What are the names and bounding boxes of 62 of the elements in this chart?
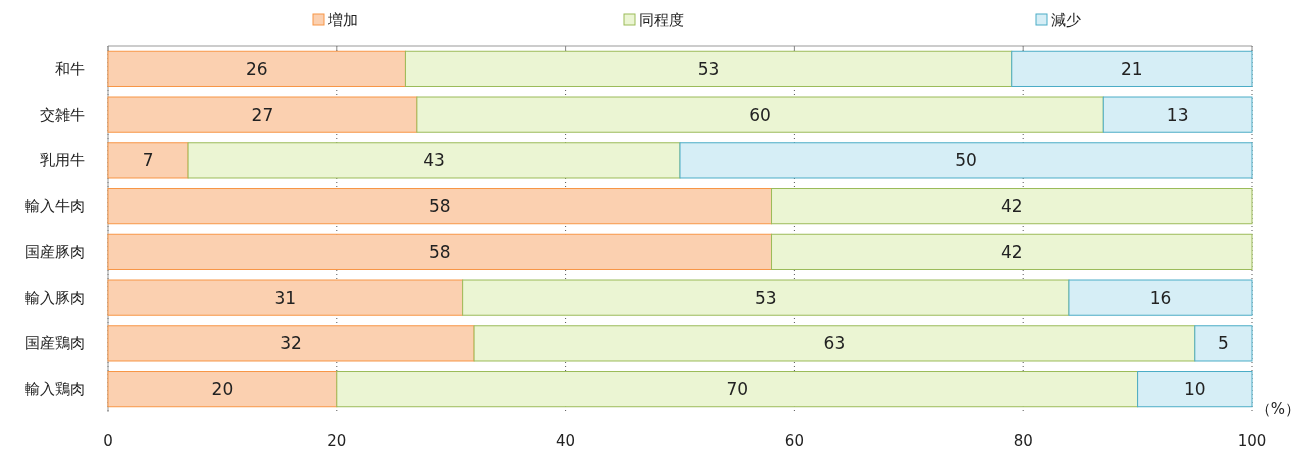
data-label: 20 [211, 379, 234, 400]
data-label: 58 [428, 196, 451, 217]
data-label: 21 [1121, 58, 1143, 79]
bar [336, 371, 1139, 408]
y-tick-label: 国産豚肉 [25, 242, 85, 261]
bar [771, 233, 1253, 270]
legend-label: 同程度 [639, 11, 684, 29]
bar [107, 279, 464, 316]
y-tick-label: 輸入豚肉 [25, 288, 85, 307]
bar [473, 325, 1196, 362]
data-label: 50 [955, 150, 977, 171]
y-tick-label: 輸入牛肉 [25, 197, 85, 216]
bar [416, 96, 1104, 133]
data-label: 58 [428, 241, 451, 262]
y-tick-label: 乳用牛 [40, 151, 85, 170]
data-label: 16 [1149, 287, 1172, 308]
data-label: 26 [245, 58, 268, 79]
bar [107, 233, 773, 270]
x-tick-label: 60 [784, 432, 804, 449]
bar [404, 50, 1013, 87]
bar [107, 371, 338, 408]
bar [771, 188, 1253, 225]
data-label: 60 [749, 104, 771, 125]
data-label: 13 [1166, 104, 1189, 125]
data-label: 27 [251, 104, 274, 125]
data-label: 42 [1000, 241, 1023, 262]
y-tick-label: 交雑牛 [40, 105, 85, 124]
x-tick-label: 0 [103, 432, 113, 449]
data-label: 31 [274, 287, 297, 308]
text: （%） [1255, 400, 1300, 418]
bar [462, 279, 1070, 316]
data-label: 53 [754, 287, 777, 308]
y-tick-label: 輸入鶏肉 [25, 380, 85, 399]
data-label: 42 [1000, 196, 1023, 217]
y-tick-label: 国産鶏肉 [25, 334, 85, 353]
data-label: 10 [1183, 379, 1206, 400]
x-tick-label: 100 [1237, 432, 1267, 449]
bar [1068, 279, 1253, 316]
data-label: 7 [142, 150, 154, 171]
bar [107, 142, 189, 179]
data-label: 63 [823, 333, 846, 354]
data-label: 32 [280, 333, 302, 354]
legend-label: 減少 [1051, 11, 1081, 29]
x-tick-label: 40 [556, 432, 576, 449]
bar [1194, 325, 1253, 362]
data-label: 70 [726, 379, 749, 400]
data-label: 43 [423, 150, 445, 171]
x-tick-label: 20 [327, 432, 347, 449]
bar [107, 325, 475, 362]
x-tick-label: 80 [1013, 432, 1033, 449]
bar [1102, 96, 1253, 133]
legend-label: 増加 [327, 11, 358, 29]
y-tick-label: 和牛 [55, 59, 85, 78]
bar [107, 188, 773, 225]
bar [107, 50, 406, 87]
bar [187, 142, 681, 179]
bar [1011, 50, 1253, 87]
data-label: 53 [697, 58, 720, 79]
bar [679, 142, 1253, 179]
data-label: 5 [1217, 333, 1229, 354]
bar [107, 96, 418, 133]
bar [1137, 371, 1253, 408]
